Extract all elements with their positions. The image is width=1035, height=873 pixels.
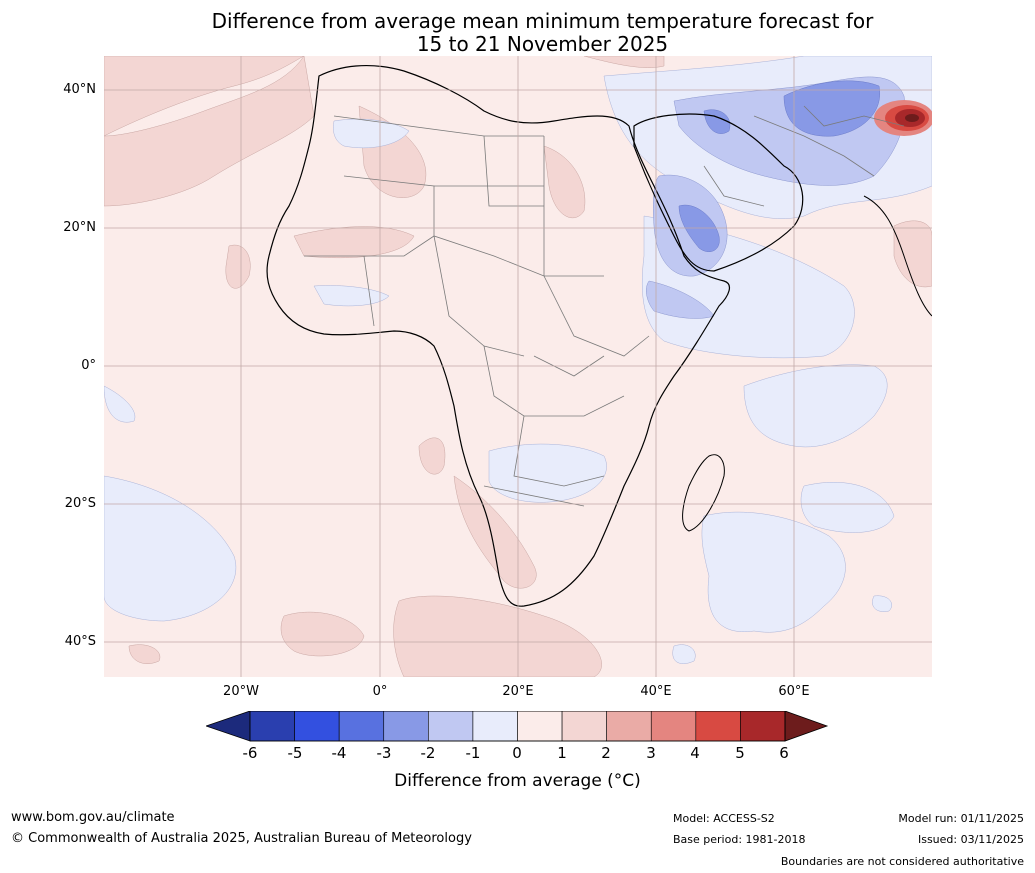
lon-label-60e: 60°E <box>778 684 810 699</box>
colorbar-tick: 6 <box>779 744 789 762</box>
colorbar-cell <box>338 711 385 742</box>
india-coastline <box>863 195 932 317</box>
lat-label-20s: 20°S <box>64 496 96 511</box>
lon-label-20e: 20°E <box>502 684 534 699</box>
title-line-1: Difference from average mean minimum tem… <box>211 9 874 33</box>
title-line-2: 15 to 21 November 2025 <box>416 32 669 56</box>
anomaly-map <box>104 56 932 677</box>
lon-label-40e: 40°E <box>640 684 672 699</box>
colorbar-tick: 1 <box>557 744 567 762</box>
colorbar-cell <box>383 711 429 742</box>
lon-label-20w: 20°W <box>223 684 259 699</box>
colorbar-cell <box>695 711 741 742</box>
colorbar-cells <box>249 711 786 742</box>
colorbar-cell <box>650 711 697 742</box>
footer-disclaimer: Boundaries are not considered authoritat… <box>780 855 1024 868</box>
colorbar-tick: -2 <box>420 744 436 762</box>
colorbar-cell <box>517 711 563 742</box>
colorbar-cell <box>606 711 652 742</box>
map-panel[interactable] <box>104 56 932 677</box>
footer-base-period: Base period: 1981-2018 <box>673 833 806 846</box>
footer-copyright: © Commonwealth of Australia 2025, Austra… <box>11 831 472 846</box>
colorbar-tick: -1 <box>465 744 481 762</box>
footer-model-run: Model run: 01/11/2025 <box>898 812 1024 825</box>
footer-url[interactable]: www.bom.gov.au/climate <box>11 810 175 825</box>
colorbar-cell <box>561 711 607 742</box>
colorbar-tick: 3 <box>646 744 656 762</box>
graticule <box>104 56 932 677</box>
lat-label-0: 0° <box>81 358 96 373</box>
lat-label-40s: 40°S <box>64 634 96 649</box>
colorbar-tick: 0 <box>512 744 522 762</box>
lat-label-20n: 20°N <box>63 220 96 235</box>
colorbar <box>206 711 829 742</box>
colorbar-extend-low <box>206 711 251 742</box>
colorbar-tick: 4 <box>690 744 700 762</box>
madagascar <box>682 454 725 532</box>
colorbar-tick: -3 <box>376 744 392 762</box>
colorbar-cell <box>294 711 340 742</box>
colorbar-tick: 5 <box>735 744 745 762</box>
footer-issued: Issued: 03/11/2025 <box>917 833 1024 846</box>
lat-label-40n: 40°N <box>63 82 96 97</box>
africa-coastline <box>266 64 731 607</box>
colorbar-extend-high <box>784 711 829 742</box>
colorbar-cell <box>428 711 474 742</box>
footer-model: Model: ACCESS-S2 <box>673 812 775 825</box>
map-title: Difference from average mean minimum tem… <box>0 10 1035 56</box>
colorbar-cell <box>249 711 295 742</box>
colorbar-cell <box>472 711 518 742</box>
colorbar-tick: -4 <box>331 744 347 762</box>
hot-spot <box>874 100 932 136</box>
lon-label-0: 0° <box>372 684 388 699</box>
colorbar-tick: -6 <box>242 744 258 762</box>
colorbar-tick: -5 <box>287 744 303 762</box>
colorbar-label: Difference from average (°C) <box>394 771 641 791</box>
colorbar-cell <box>740 711 786 742</box>
colorbar-tick: 2 <box>601 744 611 762</box>
country-borders <box>304 105 905 507</box>
